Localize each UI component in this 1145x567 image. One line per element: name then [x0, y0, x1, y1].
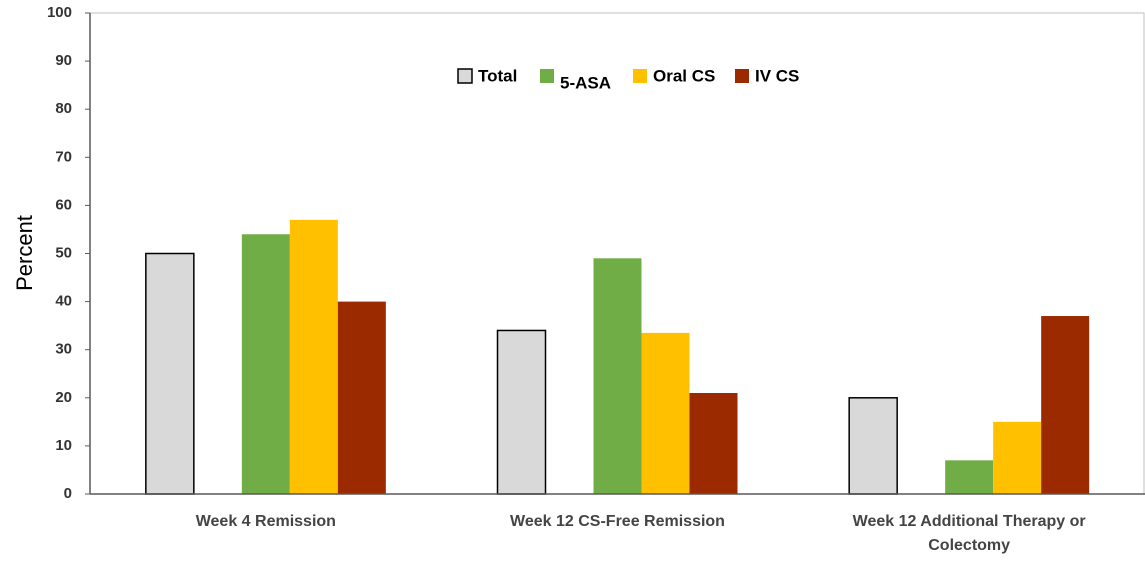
bar: [848, 397, 898, 495]
bar: [289, 219, 338, 494]
y-tick-label: 70: [55, 148, 72, 165]
y-tick-label: 0: [64, 485, 72, 502]
y-tick-label: 100: [47, 4, 72, 21]
bar: [496, 329, 547, 495]
y-axis-label: Percent: [12, 215, 37, 291]
y-tick-label: 10: [55, 437, 72, 454]
legend-label: 5-ASA: [560, 73, 611, 92]
legend-swatch: [633, 69, 647, 83]
bar: [641, 332, 690, 494]
legend-swatch: [540, 69, 554, 83]
y-tick-label: 20: [55, 389, 72, 406]
legend-swatch: [457, 68, 473, 84]
y-tick-label: 60: [55, 196, 72, 213]
legend-swatch: [735, 69, 749, 83]
x-tick-label: Week 12 CS-Free Remission: [510, 513, 725, 530]
legend-label: Oral CS: [653, 66, 715, 85]
y-tick-label: 80: [55, 100, 72, 117]
x-tick-label: Week 12 Additional Therapy or Colectomy: [852, 513, 1086, 554]
bar: [1041, 316, 1090, 494]
bar: [241, 234, 290, 494]
bar: [145, 252, 195, 495]
y-tick-label: 30: [55, 341, 72, 358]
legend-label: IV CS: [755, 66, 799, 85]
legend-label: Total: [478, 66, 517, 85]
bar: [945, 460, 994, 494]
y-tick-label: 40: [55, 293, 72, 310]
x-tick-label: Week 4 Remission: [195, 513, 336, 530]
y-tick-label: 90: [55, 52, 72, 69]
bar: [593, 258, 642, 494]
bar: [337, 301, 386, 494]
bar: [993, 421, 1042, 494]
y-tick-label: 50: [55, 244, 72, 261]
bar: [689, 392, 738, 494]
